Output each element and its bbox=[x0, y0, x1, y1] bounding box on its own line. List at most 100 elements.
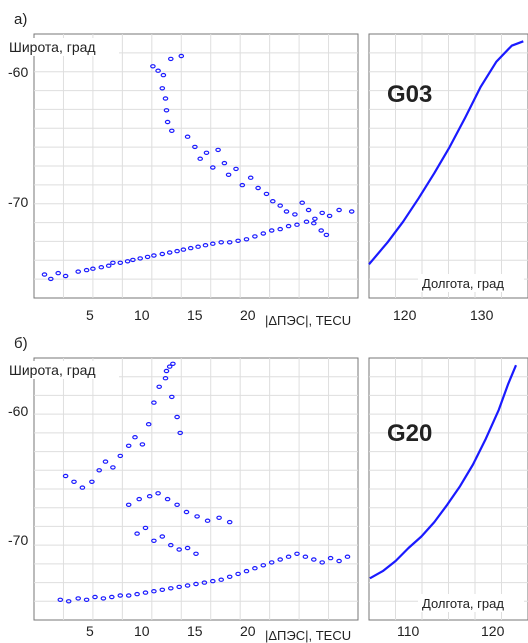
scatter-b-ytick-0: -60 bbox=[8, 403, 28, 419]
data-point bbox=[268, 560, 275, 565]
data-point bbox=[151, 538, 157, 544]
data-point bbox=[235, 571, 241, 577]
data-point bbox=[100, 596, 107, 601]
scatter-a-xlabel: |ΔПЭС|, TECU bbox=[265, 313, 351, 328]
data-point bbox=[176, 547, 183, 552]
data-point bbox=[177, 430, 184, 436]
data-point bbox=[130, 257, 136, 263]
data-point bbox=[247, 175, 254, 180]
curve-g20-xlabel: Долгота, град bbox=[422, 596, 504, 611]
data-point bbox=[283, 209, 290, 214]
data-point bbox=[252, 566, 258, 571]
data-point bbox=[239, 182, 246, 188]
curve-g03-xtick-1: 130 bbox=[470, 307, 494, 323]
data-point bbox=[71, 479, 77, 484]
data-point bbox=[215, 147, 221, 153]
data-point bbox=[225, 172, 232, 177]
data-point bbox=[326, 213, 333, 219]
data-point bbox=[285, 223, 292, 229]
data-point bbox=[105, 263, 112, 268]
data-point bbox=[164, 496, 171, 502]
data-point bbox=[168, 542, 174, 548]
data-point bbox=[159, 534, 166, 539]
scatter-b-xtick-1: 10 bbox=[134, 623, 150, 639]
data-point bbox=[269, 198, 276, 204]
data-point bbox=[174, 414, 180, 420]
scatter-b-xtick-0: 5 bbox=[86, 623, 94, 639]
scatter-b-xtick-2: 15 bbox=[187, 623, 203, 639]
data-point bbox=[92, 594, 98, 600]
data-point bbox=[162, 96, 169, 101]
data-point bbox=[124, 259, 131, 264]
data-point bbox=[163, 108, 170, 113]
data-point bbox=[75, 596, 82, 601]
data-point bbox=[146, 494, 153, 499]
data-point bbox=[243, 237, 250, 242]
data-point bbox=[310, 220, 317, 226]
scatter-a-xtick-3: 20 bbox=[240, 307, 256, 323]
data-point bbox=[79, 485, 86, 490]
data-point bbox=[137, 256, 144, 261]
curve-g20-xtick-0: 110 bbox=[397, 623, 420, 639]
data-point bbox=[102, 459, 109, 464]
data-point bbox=[210, 578, 216, 584]
data-point bbox=[202, 242, 209, 248]
data-point bbox=[151, 400, 157, 405]
data-point bbox=[174, 502, 180, 507]
data-point bbox=[134, 591, 140, 597]
curve-g03-title: G03 bbox=[387, 81, 432, 108]
data-point bbox=[166, 364, 173, 369]
data-point bbox=[151, 253, 157, 258]
scatter-b-ytick-1: -70 bbox=[8, 532, 28, 548]
data-point bbox=[144, 254, 151, 260]
data-point bbox=[90, 266, 96, 271]
data-point bbox=[294, 551, 300, 557]
data-point bbox=[323, 232, 330, 238]
data-point bbox=[216, 515, 222, 521]
data-point bbox=[156, 384, 163, 389]
data-point bbox=[159, 86, 166, 91]
curve-g20-grid bbox=[369, 358, 528, 620]
data-point bbox=[194, 514, 200, 519]
data-point bbox=[292, 212, 298, 217]
data-point bbox=[344, 554, 351, 559]
data-point bbox=[252, 234, 258, 239]
data-point bbox=[187, 245, 194, 251]
data-point bbox=[348, 209, 355, 214]
data-point bbox=[110, 260, 116, 265]
data-point bbox=[277, 557, 284, 562]
data-point bbox=[162, 376, 169, 381]
data-point bbox=[303, 219, 310, 224]
data-point bbox=[155, 491, 161, 496]
data-point bbox=[255, 185, 261, 191]
data-point bbox=[193, 581, 199, 587]
data-point bbox=[268, 228, 275, 233]
curve-g03-xtick-0: 120 bbox=[393, 307, 417, 323]
panel-a-label: а) bbox=[14, 11, 27, 28]
data-point bbox=[125, 443, 132, 448]
data-point bbox=[235, 238, 241, 243]
data-point bbox=[96, 468, 103, 473]
scatter-b-xlabel: |ΔПЭС|, TECU bbox=[265, 628, 351, 643]
data-point bbox=[195, 244, 201, 249]
curve-g20-line bbox=[369, 364, 518, 580]
scatter-a-ytick-1: -70 bbox=[8, 194, 28, 210]
scatter-b-xtick-3: 20 bbox=[240, 623, 256, 639]
data-point bbox=[89, 479, 95, 484]
data-point bbox=[180, 247, 187, 252]
data-point bbox=[260, 231, 267, 236]
data-point bbox=[319, 560, 326, 565]
data-point bbox=[184, 583, 191, 588]
scatter-a-grid bbox=[34, 34, 358, 298]
data-point bbox=[233, 166, 239, 172]
data-point bbox=[169, 128, 175, 133]
data-point bbox=[160, 72, 167, 78]
data-point bbox=[226, 574, 233, 580]
scatter-a-ylabel-bg bbox=[7, 38, 119, 56]
panel-b-label: б) bbox=[14, 335, 28, 352]
data-point bbox=[117, 260, 124, 265]
scatter-b-ylabel: Широта, град bbox=[9, 362, 96, 378]
data-point bbox=[132, 435, 138, 440]
scatter-a-xtick-0: 5 bbox=[86, 307, 94, 323]
